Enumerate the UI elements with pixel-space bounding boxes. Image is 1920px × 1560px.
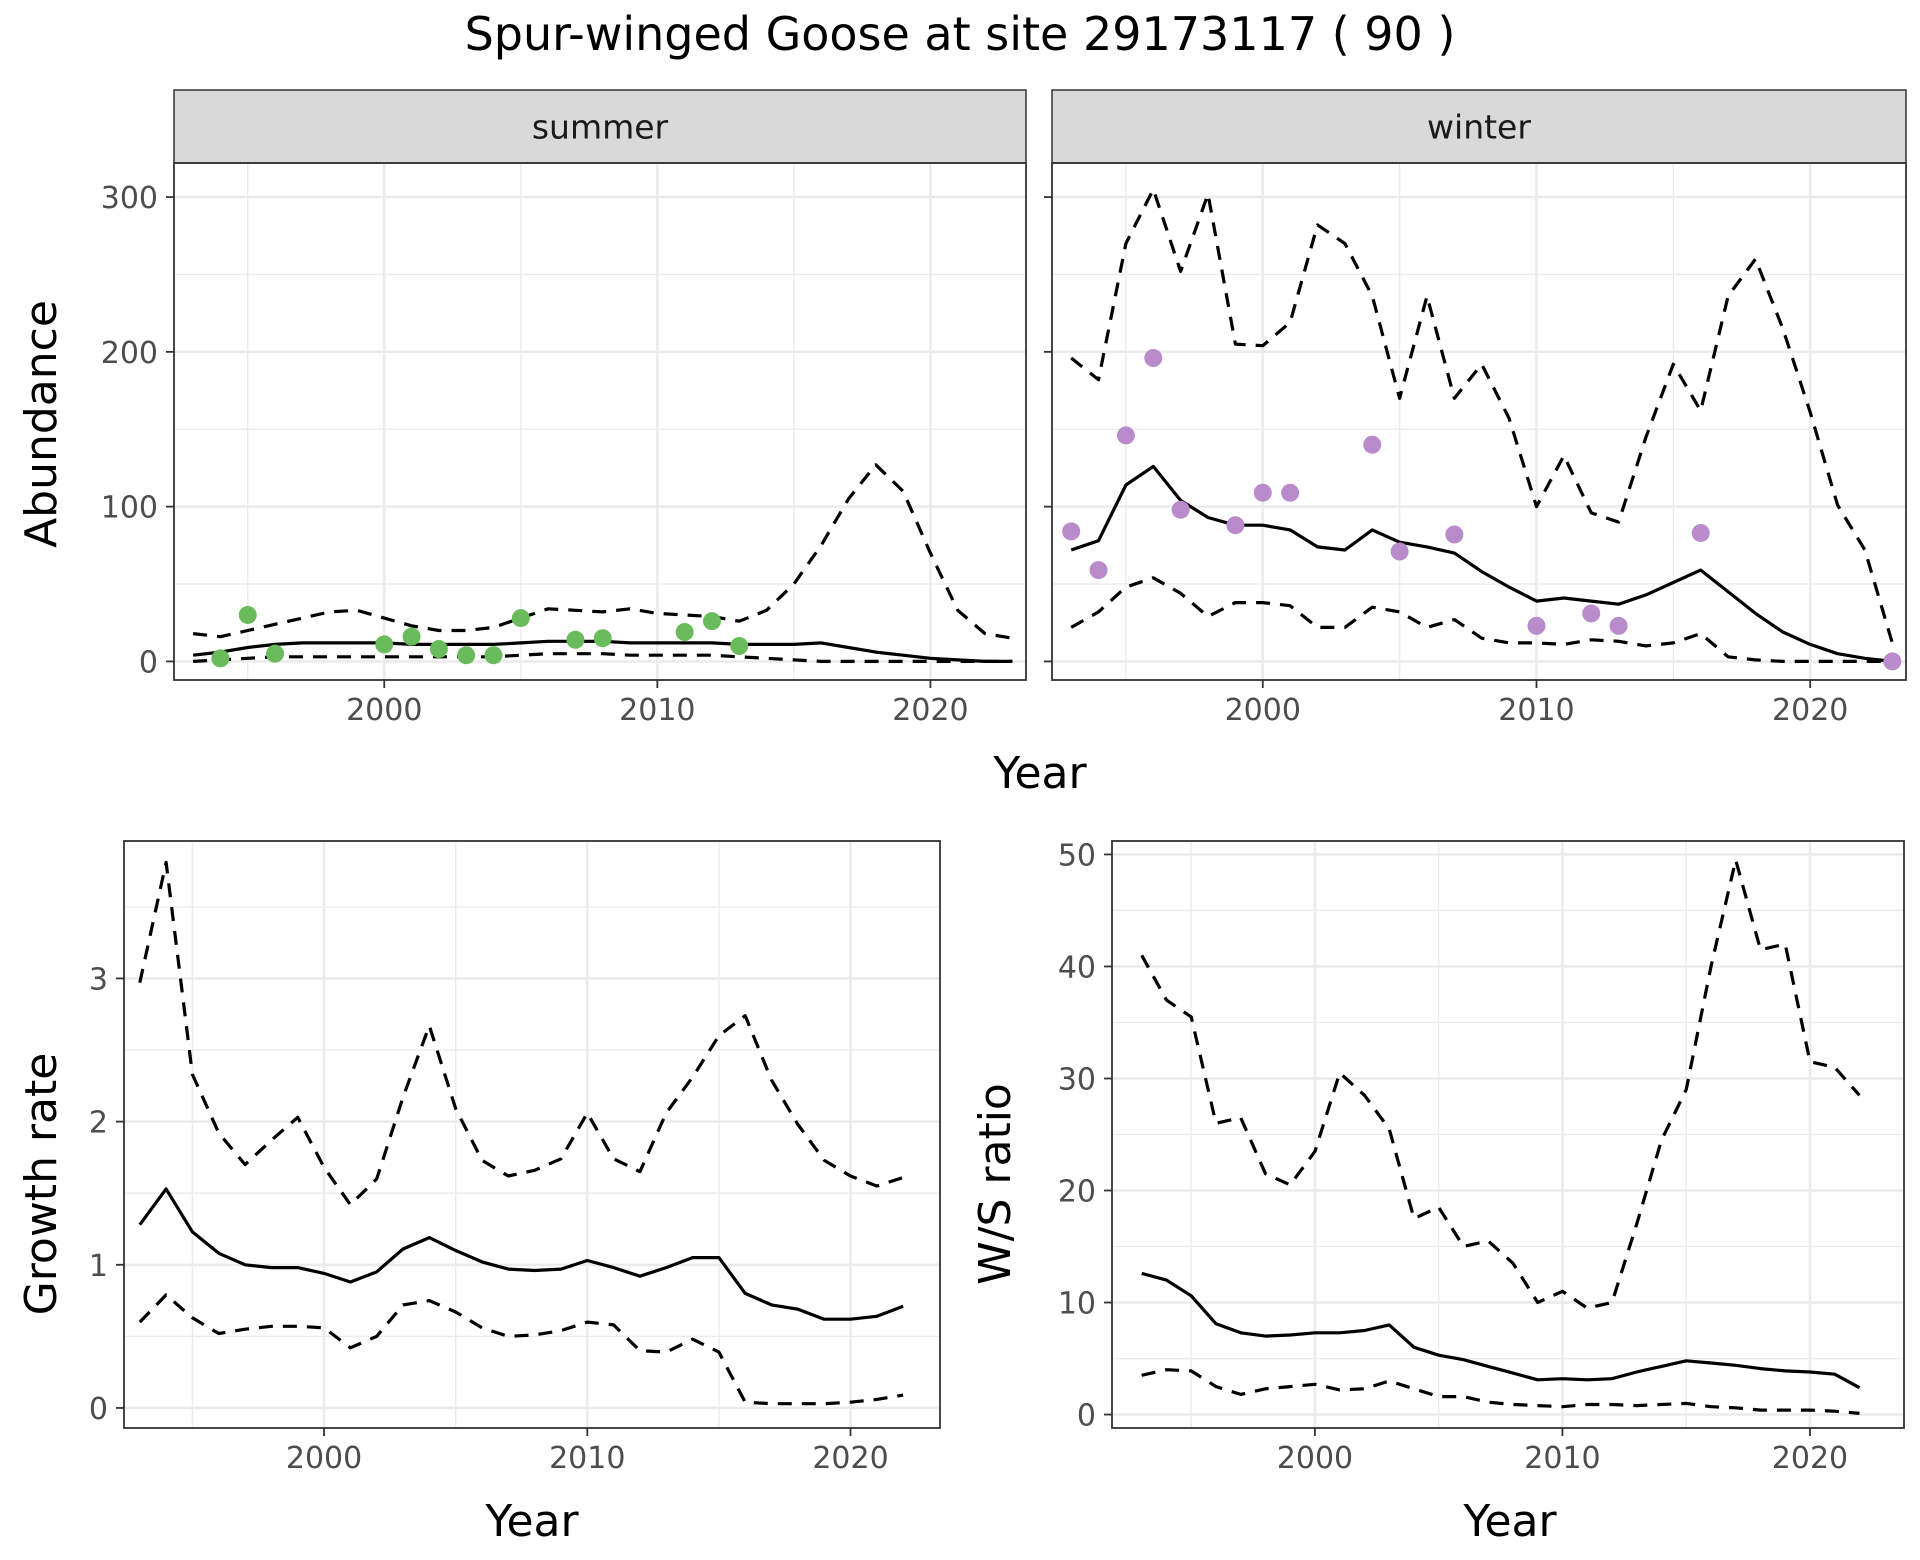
ratio-y-tick-label: 40 xyxy=(1058,950,1096,985)
panel-summer: summer 2000 2010 2020 0 100 200 300 xyxy=(101,89,1027,728)
summer-observed-point xyxy=(730,636,749,655)
ratio-y-tick-label: 20 xyxy=(1058,1175,1096,1210)
panel-ratio: 2000 2010 2020 0 10 20 30 40 50 xyxy=(1058,838,1905,1476)
ratio-lower-line xyxy=(1141,1368,1860,1415)
winter-observed-point xyxy=(1609,616,1628,635)
summer-panel-border xyxy=(173,162,1027,681)
winter-observed-point xyxy=(1144,349,1163,368)
summer-observed-point xyxy=(484,646,503,665)
winter-x-tick-label: 2000 xyxy=(1225,693,1301,728)
growth-x-tick-label: 2020 xyxy=(812,1441,888,1476)
growth-y-tick-label: 3 xyxy=(89,962,108,997)
ratio-upper-line xyxy=(1140,858,1861,1310)
summer-observed-point xyxy=(402,627,421,646)
ratio-x-tick-label: 2010 xyxy=(1524,1441,1600,1476)
winter-observed-point xyxy=(1062,522,1081,541)
growth-panel-border xyxy=(123,840,941,1429)
winter-observed-point xyxy=(1582,604,1601,623)
summer-y-tick-label: 0 xyxy=(139,645,158,680)
winter-observed-point xyxy=(1116,426,1135,445)
winter-observed-point xyxy=(1171,500,1190,519)
growth-y-tick-label: 0 xyxy=(89,1392,108,1427)
summer-y-tick-label: 300 xyxy=(101,181,158,216)
ratio-y-tick-label: 50 xyxy=(1058,838,1096,873)
summer-y-axis-title: Abundance xyxy=(16,300,67,548)
summer-observed-point xyxy=(675,623,694,642)
panel-growth: 2000 2010 2020 0 1 2 3 xyxy=(89,840,941,1476)
winter-x-tick-label: 2020 xyxy=(1772,693,1848,728)
summer-x-tick-label: 2020 xyxy=(892,693,968,728)
ratio-x-axis-title: Year xyxy=(1462,1496,1557,1547)
growth-upper-line xyxy=(138,860,904,1207)
ratio-x-tick-label: 2020 xyxy=(1772,1441,1848,1476)
summer-y-tick-label: 200 xyxy=(101,336,158,371)
winter-lower-line xyxy=(1070,576,1893,664)
winter-x-tick-label: 2010 xyxy=(1498,693,1574,728)
summer-observed-point xyxy=(702,612,721,631)
ratio-y-tick-label: 10 xyxy=(1058,1287,1096,1322)
growth-x-axis-title: Year xyxy=(484,1496,579,1547)
growth-y-tick-label: 2 xyxy=(89,1106,108,1141)
summer-strip xyxy=(173,89,1027,164)
winter-observed-point xyxy=(1527,616,1546,635)
growth-y-axis-title: Growth rate xyxy=(16,1053,67,1316)
winter-observed-point xyxy=(1363,435,1382,454)
top-x-axis-title: Year xyxy=(992,748,1087,799)
summer-observed-point xyxy=(511,609,530,628)
summer-observed-point xyxy=(457,646,476,665)
summer-observed-point xyxy=(566,630,585,649)
ratio-panel-border xyxy=(1111,840,1905,1429)
winter-observed-point xyxy=(1390,542,1409,561)
summer-x-tick-label: 2010 xyxy=(619,693,695,728)
winter-observed-point xyxy=(1253,483,1272,502)
panel-winter: winter 2000 2010 2020 xyxy=(1044,89,1907,728)
ratio-estimate-line xyxy=(1141,1271,1861,1390)
ratio-y-tick-label: 0 xyxy=(1077,1399,1096,1434)
ratio-y-tick-label: 30 xyxy=(1058,1062,1096,1097)
summer-observed-point xyxy=(593,629,612,648)
winter-observed-point xyxy=(1445,525,1464,544)
growth-estimate-line xyxy=(138,1187,904,1321)
summer-observed-point xyxy=(429,640,448,659)
summer-observed-point xyxy=(266,644,285,663)
ratio-y-axis-title: W/S ratio xyxy=(970,1083,1021,1285)
summer-observed-point xyxy=(211,649,230,668)
summer-strip-label: summer xyxy=(532,108,669,147)
winter-observed-point xyxy=(1281,483,1300,502)
winter-observed-point xyxy=(1089,561,1108,580)
summer-x-tick-label: 2000 xyxy=(346,693,422,728)
winter-observed-point xyxy=(1883,652,1902,671)
growth-x-tick-label: 2000 xyxy=(286,1441,362,1476)
winter-estimate-line xyxy=(1070,464,1893,663)
ratio-x-tick-label: 2000 xyxy=(1277,1441,1353,1476)
summer-lower-line xyxy=(193,652,1013,664)
summer-y-tick-label: 100 xyxy=(101,491,158,526)
winter-observed-point xyxy=(1691,523,1710,542)
summer-upper-line xyxy=(192,463,1013,640)
winter-strip-label: winter xyxy=(1427,108,1531,147)
figure-title: Spur-winged Goose at site 29173117 ( 90 … xyxy=(465,7,1456,61)
winter-strip xyxy=(1051,89,1907,164)
growth-x-tick-label: 2010 xyxy=(549,1441,625,1476)
winter-panel-border xyxy=(1051,162,1907,681)
summer-observed-point xyxy=(375,635,394,654)
winter-observed-point xyxy=(1226,516,1245,535)
growth-y-tick-label: 1 xyxy=(89,1249,108,1284)
growth-lower-line xyxy=(138,1293,904,1406)
summer-observed-point xyxy=(238,605,257,624)
